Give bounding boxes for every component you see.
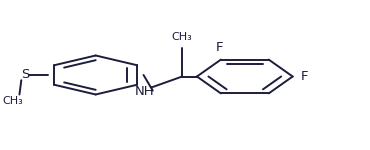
Text: CH₃: CH₃ (3, 96, 23, 105)
Text: S: S (21, 69, 29, 81)
Text: NH: NH (135, 85, 154, 98)
Text: CH₃: CH₃ (172, 32, 192, 42)
Text: F: F (301, 70, 308, 83)
Text: F: F (215, 41, 223, 54)
